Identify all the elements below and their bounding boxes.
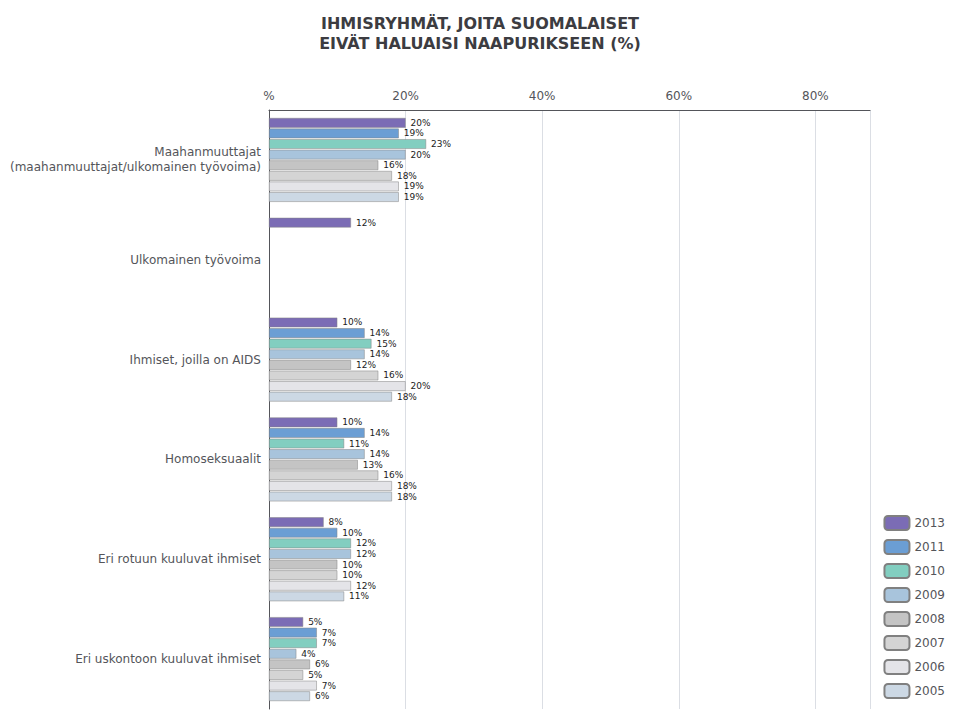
svg-text:20%: 20% xyxy=(411,381,431,391)
svg-text:8%: 8% xyxy=(329,517,344,527)
svg-text:80%: 80% xyxy=(802,89,829,103)
svg-text:10%: 10% xyxy=(342,528,362,538)
svg-text:20%: 20% xyxy=(392,89,419,103)
svg-text:40%: 40% xyxy=(529,89,556,103)
svg-text:%: % xyxy=(263,89,274,103)
svg-text:11%: 11% xyxy=(349,591,369,601)
svg-text:16%: 16% xyxy=(383,470,403,480)
svg-text:12%: 12% xyxy=(356,360,376,370)
svg-text:10%: 10% xyxy=(342,317,362,327)
svg-text:14%: 14% xyxy=(370,349,390,359)
svg-text:2013: 2013 xyxy=(914,516,945,530)
svg-text:18%: 18% xyxy=(397,171,417,181)
svg-text:2006: 2006 xyxy=(914,660,945,674)
svg-text:2011: 2011 xyxy=(914,540,945,554)
svg-text:Eri rotuun kuuluvat ihmiset: Eri rotuun kuuluvat ihmiset xyxy=(98,552,261,566)
svg-text:16%: 16% xyxy=(383,160,403,170)
svg-text:7%: 7% xyxy=(322,638,337,648)
svg-text:60%: 60% xyxy=(665,89,692,103)
svg-text:5%: 5% xyxy=(308,617,323,627)
svg-text:Homoseksuaalit: Homoseksuaalit xyxy=(165,452,261,466)
svg-text:15%: 15% xyxy=(376,339,396,349)
svg-text:19%: 19% xyxy=(404,181,424,191)
svg-text:Maahanmuuttajat: Maahanmuuttajat xyxy=(154,145,261,159)
svg-text:20%: 20% xyxy=(411,118,431,128)
svg-text:2007: 2007 xyxy=(914,636,945,650)
svg-text:Eri uskontoon kuuluvat ihmiset: Eri uskontoon kuuluvat ihmiset xyxy=(75,652,261,666)
svg-text:(maahanmuuttajat/ulkomainen ty: (maahanmuuttajat/ulkomainen työvoima) xyxy=(10,160,261,174)
svg-text:2008: 2008 xyxy=(914,612,945,626)
svg-text:18%: 18% xyxy=(397,392,417,402)
svg-text:10%: 10% xyxy=(342,570,362,580)
svg-text:7%: 7% xyxy=(322,681,337,691)
svg-text:2005: 2005 xyxy=(914,684,945,698)
svg-text:10%: 10% xyxy=(342,417,362,427)
svg-text:12%: 12% xyxy=(356,549,376,559)
svg-text:2010: 2010 xyxy=(914,564,945,578)
svg-text:Ulkomainen työvoima: Ulkomainen työvoima xyxy=(130,253,261,267)
svg-text:12%: 12% xyxy=(356,218,376,228)
svg-text:6%: 6% xyxy=(315,691,330,701)
svg-text:6%: 6% xyxy=(315,659,330,669)
svg-text:7%: 7% xyxy=(322,628,337,638)
svg-text:12%: 12% xyxy=(356,581,376,591)
svg-text:19%: 19% xyxy=(404,128,424,138)
svg-text:2009: 2009 xyxy=(914,588,945,602)
svg-text:5%: 5% xyxy=(308,670,323,680)
svg-text:14%: 14% xyxy=(370,328,390,338)
svg-text:11%: 11% xyxy=(349,439,369,449)
svg-text:IHMISRYHMÄT, JOITA SUOMALAISET: IHMISRYHMÄT, JOITA SUOMALAISET xyxy=(321,14,639,33)
svg-text:13%: 13% xyxy=(363,460,383,470)
svg-text:16%: 16% xyxy=(383,370,403,380)
svg-text:12%: 12% xyxy=(356,538,376,548)
svg-text:18%: 18% xyxy=(397,492,417,502)
svg-text:EIVÄT HALUAISI NAAPURIKSEEN (%: EIVÄT HALUAISI NAAPURIKSEEN (%) xyxy=(319,34,641,53)
svg-text:Ihmiset, joilla on AIDS: Ihmiset, joilla on AIDS xyxy=(130,353,261,367)
svg-text:10%: 10% xyxy=(342,560,362,570)
svg-text:14%: 14% xyxy=(370,428,390,438)
svg-text:4%: 4% xyxy=(301,649,316,659)
svg-text:23%: 23% xyxy=(431,139,451,149)
svg-text:20%: 20% xyxy=(411,150,431,160)
svg-text:18%: 18% xyxy=(397,481,417,491)
svg-text:19%: 19% xyxy=(404,192,424,202)
svg-text:14%: 14% xyxy=(370,449,390,459)
